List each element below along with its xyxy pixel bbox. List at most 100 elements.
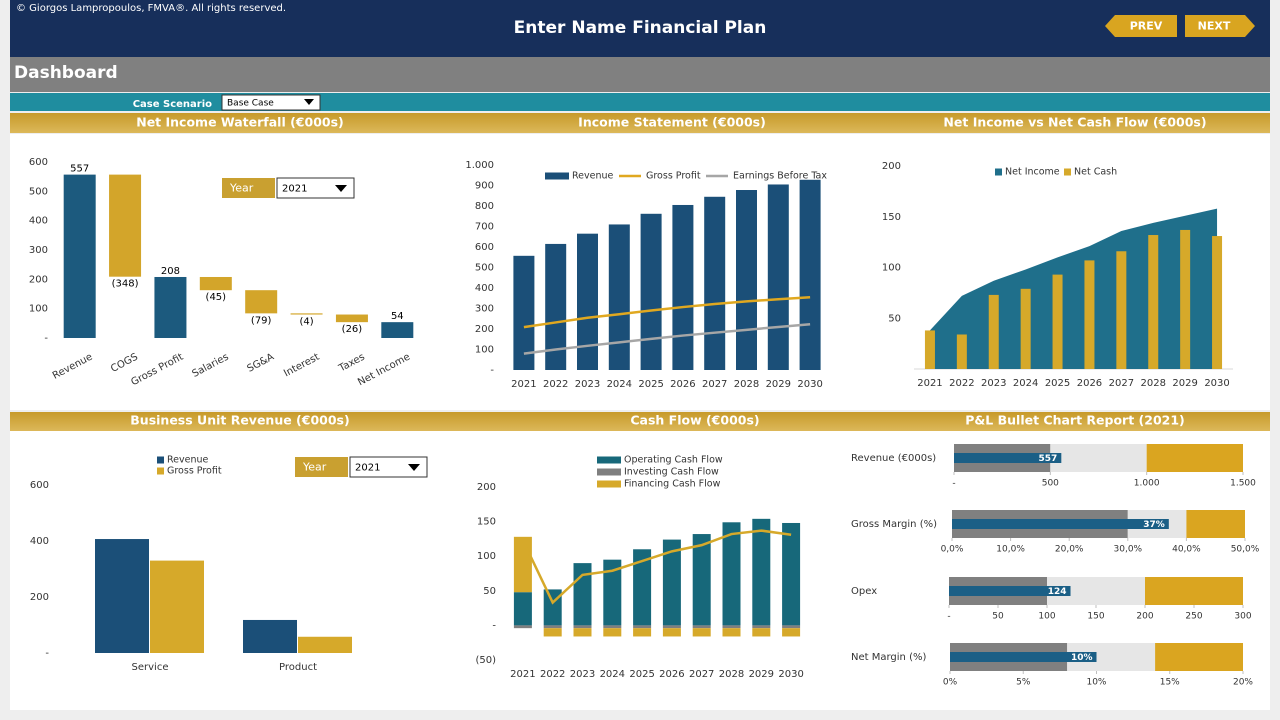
x-tick-label: 2025 [638,379,663,390]
bar [1212,236,1223,369]
y-tick-label: 200 [882,161,901,172]
legend-swatch [157,456,164,464]
waterfall-bar [63,174,96,338]
y-tick-label: 300 [475,304,494,315]
y-tick-label: 100 [475,345,494,356]
x-tick-label: 50,0% [1231,545,1260,555]
x-tick-label: 2021 [917,378,942,389]
legend-label: Net Cash [1074,167,1117,178]
bar-segment [722,628,741,637]
x-tick-label: 10% [1086,678,1106,688]
title-band [10,113,1270,133]
bar-segment [782,628,801,637]
selector-value[interactable]: 2021 [355,463,380,474]
chart-title: Net Income vs Net Cash Flow (€000s) [943,115,1206,130]
x-tick-label: 10,0% [996,545,1025,555]
x-tick-label: 2030 [797,379,822,390]
bullet-band [1155,643,1243,671]
bar [1052,274,1063,369]
selector-value[interactable]: 2021 [282,184,307,195]
waterfall-bar [381,322,414,338]
bar-segment [633,549,652,626]
bar-segment [782,522,801,626]
x-tick-label: 2025 [629,669,654,680]
bar [608,224,630,370]
x-tick-label: - [952,479,955,489]
data-label: (45) [206,292,227,303]
y-tick-label: 100 [29,304,48,315]
x-tick-label: 2029 [766,379,791,390]
data-label: (26) [342,324,363,335]
legend-label: Revenue [167,455,209,466]
waterfall-bar [154,276,187,338]
x-tick-label: 2022 [543,379,568,390]
next-label[interactable]: NEXT [1198,20,1231,33]
y-tick-label: 400 [475,283,494,294]
legend-label: Financing Cash Flow [624,479,721,490]
prev-button[interactable] [1105,15,1177,37]
row-label: Net Margin (%) [851,652,926,663]
waterfall-bar [109,174,142,277]
x-tick-label: 2030 [1204,378,1229,389]
x-tick-label: 2022 [949,378,974,389]
line [523,295,811,329]
bar-segment [573,628,592,637]
bar [545,243,567,370]
y-tick-label: 600 [30,480,49,491]
scenario-value[interactable]: Base Case [227,99,274,109]
bar-segment [782,625,801,629]
bar [767,184,789,370]
selector-box[interactable] [276,177,355,199]
x-tick-label: - [947,612,950,622]
chart-title: Income Statement (€000s) [578,115,766,130]
bar-segment [573,563,592,626]
next-button[interactable] [1185,15,1255,37]
x-tick-label: 50 [992,612,1004,622]
x-tick-label: 2024 [607,379,632,390]
bar-segment [543,625,562,629]
bullet-band [1186,510,1245,538]
bar [956,334,967,369]
bullet-bar [952,519,1169,529]
bar-segment [513,592,532,626]
bullet-bar [950,652,1097,662]
y-tick-label: - [490,365,494,376]
dropdown-arrow[interactable] [304,99,314,105]
bar [672,204,694,370]
x-tick-label: 2023 [575,379,600,390]
y-tick-label: 700 [475,222,494,233]
bar [640,213,662,370]
x-tick-label: 2029 [1172,378,1197,389]
scenario-dropdown[interactable] [221,94,321,111]
legend-swatch [597,456,621,464]
y-tick-label: 400 [30,536,49,547]
legend-label: Investing Cash Flow [624,467,719,478]
x-tick-label: 250 [1185,612,1202,622]
title-band [10,412,1270,431]
waterfall-bar [199,276,232,291]
x-tick-label: 200 [1136,612,1153,622]
y-tick-label: 100 [882,263,901,274]
y-tick-label: - [45,648,49,659]
section-bar [10,57,1270,92]
dropdown-arrow[interactable] [335,185,347,192]
x-tick-label: 2028 [1141,378,1166,389]
legend-swatch [157,467,164,475]
x-tick-label: 5% [1016,678,1031,688]
bar-segment [692,534,711,626]
data-label: 124 [1048,587,1067,597]
prev-label[interactable]: PREV [1130,20,1163,33]
selector-box[interactable] [349,456,428,478]
bullet-bar [949,586,1071,596]
legend-swatch [1064,168,1071,176]
x-tick-label: 500 [1042,479,1059,489]
bar-segment [603,628,622,637]
y-tick-label: 200 [475,324,494,335]
x-tick-label: 1.500 [1230,479,1256,489]
y-tick-label: 800 [475,201,494,212]
data-label: (4) [299,317,313,328]
dropdown-arrow[interactable] [408,464,420,471]
bullet-band [1050,444,1147,472]
data-label: 208 [161,266,180,277]
bar-segment [752,628,771,637]
